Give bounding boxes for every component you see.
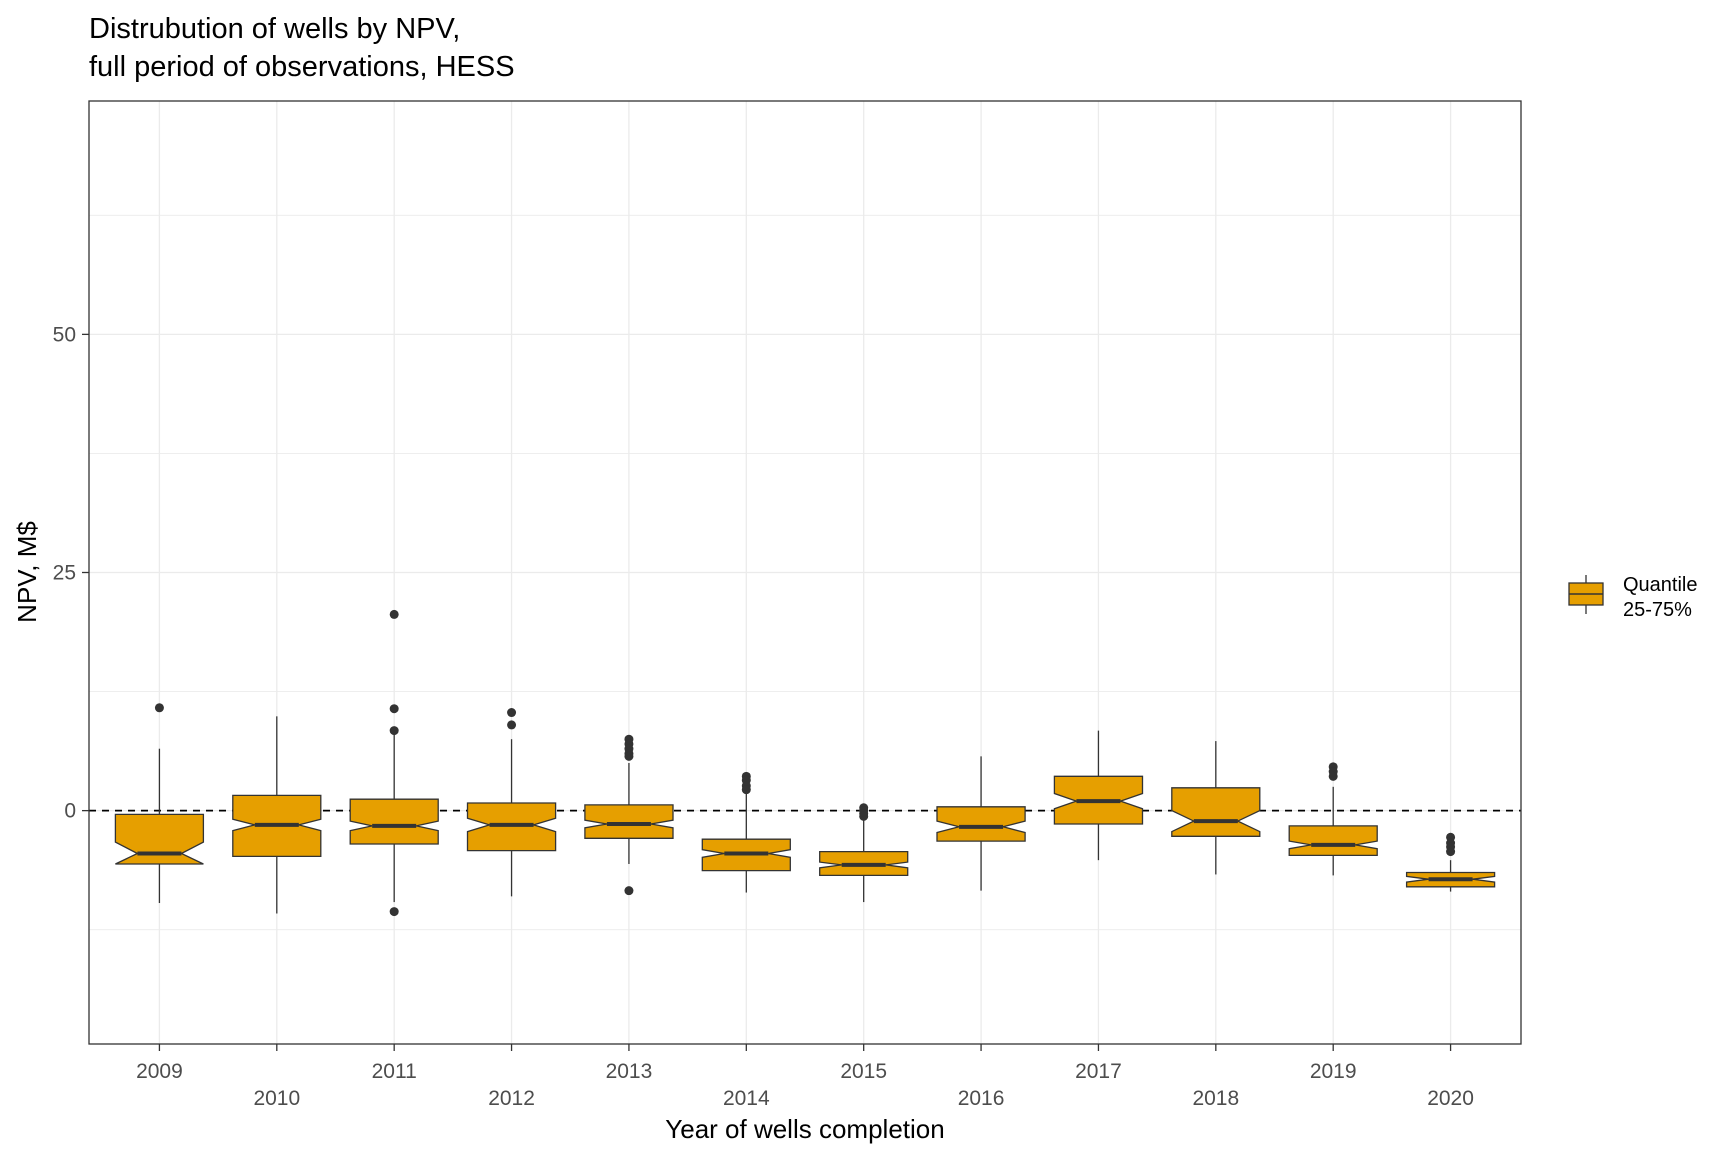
y-tick-label: 50 bbox=[53, 323, 76, 346]
x-tick-label: 2015 bbox=[840, 1060, 887, 1083]
x-tick-label: 2020 bbox=[1427, 1087, 1474, 1110]
outlier-point bbox=[389, 726, 399, 736]
outlier-point bbox=[389, 907, 399, 917]
box-2020 bbox=[1405, 832, 1496, 892]
outlier-point bbox=[624, 886, 634, 896]
box-2011 bbox=[349, 609, 439, 917]
outlier-point bbox=[859, 811, 869, 821]
box-2017 bbox=[1053, 730, 1144, 861]
y-axis: 0 25 50 bbox=[53, 323, 89, 823]
legend-label-line-1: Quantile bbox=[1623, 574, 1698, 596]
y-tick-label: 0 bbox=[64, 800, 76, 823]
outlier-point bbox=[507, 720, 517, 730]
x-tick-label: 2009 bbox=[136, 1060, 183, 1083]
x-tick-label: 2010 bbox=[253, 1087, 300, 1110]
box-2016 bbox=[936, 756, 1026, 891]
notched-box bbox=[1171, 787, 1261, 837]
y-tick-label: 25 bbox=[53, 562, 76, 585]
x-axis: 2009 2010 2011 2012 2013 2014 2015 2016 2017 2018… bbox=[136, 1044, 1474, 1110]
box-2014 bbox=[701, 771, 791, 893]
outlier-point bbox=[1328, 771, 1338, 781]
notched-box bbox=[1288, 825, 1378, 857]
box-2013 bbox=[584, 734, 674, 896]
outlier-point bbox=[154, 703, 164, 713]
chart-title: Distrubution of wells by NPV, bbox=[89, 13, 460, 45]
legend: Quantile 25-75% bbox=[1568, 574, 1698, 621]
x-tick-label: 2017 bbox=[1075, 1060, 1122, 1083]
legend-label-line-2: 25-75% bbox=[1623, 599, 1692, 621]
box-2012 bbox=[466, 708, 557, 897]
x-tick-label: 2016 bbox=[958, 1087, 1005, 1110]
outlier-point bbox=[1446, 847, 1456, 857]
outlier-point bbox=[741, 785, 751, 795]
boxplot-series bbox=[114, 609, 1496, 917]
notched-box bbox=[936, 806, 1026, 842]
x-axis-title: Year of wells completion bbox=[665, 1114, 944, 1144]
x-tick-label: 2013 bbox=[606, 1060, 653, 1083]
chart-subtitle: full period of observations, HESS bbox=[89, 51, 515, 83]
outlier-point bbox=[389, 609, 399, 619]
outlier-point bbox=[389, 704, 399, 714]
box-2010 bbox=[232, 716, 322, 914]
x-tick-label: 2019 bbox=[1310, 1060, 1357, 1083]
y-axis-title: NPV, M$ bbox=[12, 521, 42, 623]
box-2015 bbox=[819, 803, 909, 903]
box-2019 bbox=[1288, 762, 1378, 876]
box-2018 bbox=[1171, 741, 1261, 875]
x-tick-label: 2012 bbox=[488, 1087, 535, 1110]
x-tick-label: 2018 bbox=[1192, 1087, 1239, 1110]
x-tick-label: 2014 bbox=[723, 1087, 770, 1110]
notched-box bbox=[584, 804, 674, 839]
outlier-point bbox=[624, 751, 634, 761]
box-2009 bbox=[114, 703, 205, 904]
x-tick-label: 2011 bbox=[372, 1060, 417, 1083]
outlier-point bbox=[507, 708, 517, 718]
notched-box bbox=[349, 798, 439, 845]
